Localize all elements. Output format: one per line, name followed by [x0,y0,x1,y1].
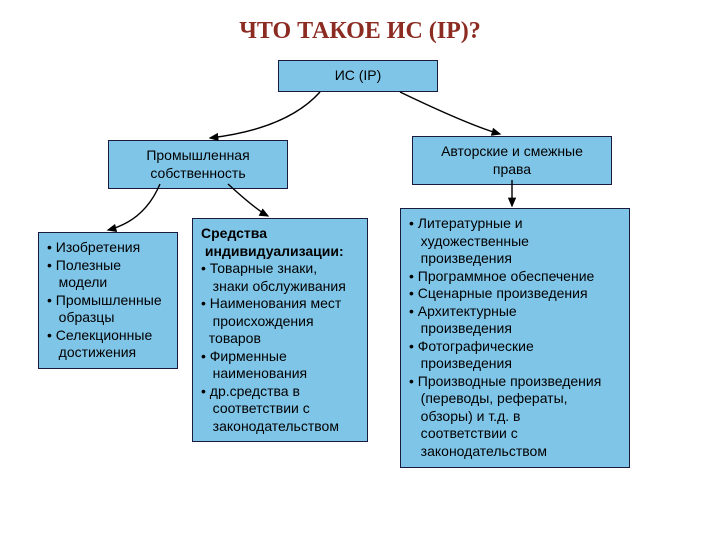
leaf-item: • Фотографические произведения [409,338,621,373]
leaf-item: • Селекционные достижения [47,327,169,362]
node-leaf-individualization: Средства индивидуализации:• Товарные зна… [192,218,368,442]
edge-industrial-leaf1 [108,184,160,230]
leaf-heading: Средства индивидуализации: [201,225,359,260]
node-leaf-copyright-items: • Литературные и художественные произвед… [400,208,630,468]
leaf-item: • Изобретения [47,239,169,257]
node-root-label: ИС (IP) [335,67,382,83]
diagram-title: ЧТО ТАКОЕ ИС (IP)? [0,18,720,45]
node-industrial: Промышленнаясобственность [108,140,288,189]
node-copyright-label: Авторские и смежныеправа [441,143,583,177]
leaf-item: • Сценарные произведения [409,285,621,303]
node-copyright: Авторские и смежныеправа [412,136,612,185]
node-leaf-inventions: • Изобретения• Полезные модели• Промышле… [38,232,178,369]
node-root: ИС (IP) [278,60,438,92]
leaf-item: • Производные произведения (переводы, ре… [409,373,621,461]
leaf-item: • Наименования мест происхождения товаро… [201,295,359,348]
node-industrial-label: Промышленнаясобственность [146,147,249,181]
leaf-item: • Архитектурные произведения [409,303,621,338]
leaf-item: • Программное обеспечение [409,268,621,286]
edge-root-copyright [400,92,500,134]
leaf-item: • Промышленные образцы [47,292,169,327]
edge-root-industrial [210,92,320,138]
leaf-item: • Товарные знаки, знаки обслуживания [201,260,359,295]
leaf-item: • Литературные и художественные произвед… [409,215,621,268]
leaf-item: • Фирменные наименования [201,348,359,383]
leaf-item: • Полезные модели [47,257,169,292]
leaf-item: • др.средства в соответствии с законодат… [201,383,359,436]
